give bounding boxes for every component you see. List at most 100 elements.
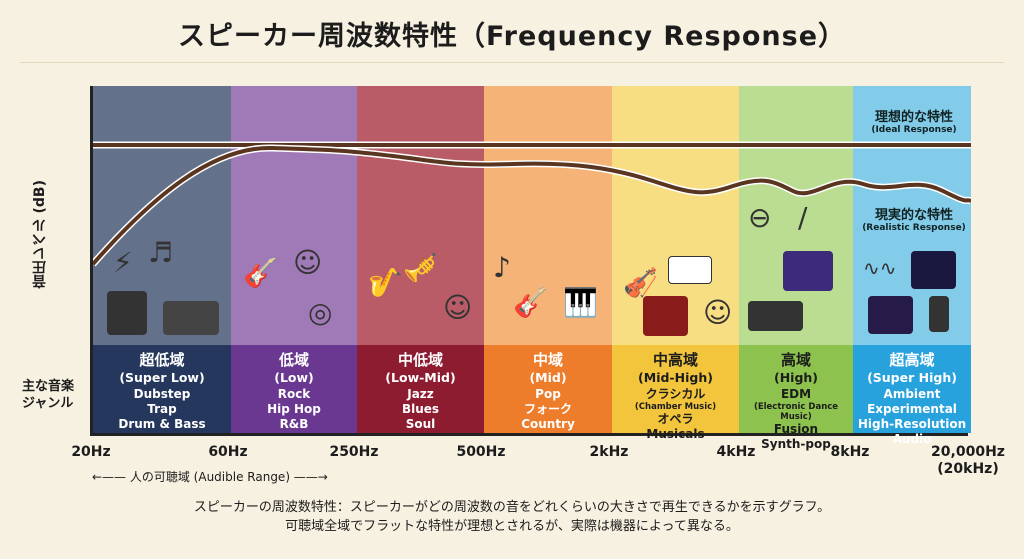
realistic-label-en: (Realistic Response)	[862, 223, 966, 233]
realistic-response-curve	[93, 145, 971, 266]
lightning-icon: ⚡	[113, 246, 133, 279]
opera-stage-icon	[643, 296, 688, 336]
genre: Drum & Bass	[118, 417, 206, 431]
subwoofer-icon	[107, 291, 147, 335]
band-name: 中域	[532, 351, 563, 369]
ideal-label: 理想的な特性 (Ideal Response)	[857, 106, 971, 135]
audible-range: ←—— 人の可聴域 (Audible Range) ——→	[92, 470, 328, 484]
singing-face-icon: ♪	[493, 251, 511, 284]
genre: Jazz	[407, 387, 434, 401]
band-upper	[484, 86, 612, 345]
genre: Hip Hop	[267, 402, 321, 416]
flute-icon: /	[798, 201, 808, 234]
singing-face-icon: ☺	[703, 296, 733, 329]
tick-label: 250Hz	[329, 444, 379, 460]
tick-label: 20,000Hz	[931, 444, 1005, 460]
genre: Blues	[401, 402, 440, 416]
genre-list: Pop フォーク Country	[484, 387, 612, 432]
dj-controller-icon	[163, 301, 219, 335]
band-name: 超低域	[139, 351, 185, 369]
ideal-label-en: (Ideal Response)	[871, 125, 957, 135]
galaxy-icon	[911, 251, 956, 289]
genre-label: 主な音楽 ジャンル	[22, 378, 74, 412]
genre: Trap	[147, 402, 177, 416]
tick-label: 500Hz	[456, 444, 506, 460]
cymbal-icon: ⊖	[748, 201, 772, 234]
electric-guitar-icon: 🎸	[243, 256, 278, 289]
genre-list: Jazz Blues Soul	[357, 387, 484, 432]
y-axis-label: 音圧レベル (dB)	[32, 180, 48, 289]
sound-wave-icon: ∿∿	[863, 256, 897, 280]
ideal-label-jp: 理想的な特性	[874, 110, 953, 125]
genre: Rock	[277, 387, 311, 401]
genre: Ambient	[883, 387, 941, 401]
genre-label-line: 主な音楽	[22, 379, 75, 394]
genre: Soul	[405, 417, 436, 431]
band-lower: 中低域 (Low-Mid) Jazz Blues Soul	[357, 345, 484, 433]
genre-label-line: ジャンル	[22, 396, 74, 411]
violin-icon: 🎻	[623, 266, 658, 299]
band-name: 中高域	[652, 351, 698, 369]
galaxy-icon	[868, 296, 913, 334]
band-name: 低域	[278, 351, 309, 369]
band-name: 中低域	[397, 351, 443, 369]
band-name-en: (Low-Mid)	[385, 370, 456, 385]
band-name-en: (Mid-High)	[638, 370, 713, 385]
tick-label-max: 20,000Hz (20kHz)	[931, 444, 1005, 478]
band-name: 高域	[780, 351, 811, 369]
divider	[20, 62, 1004, 63]
genre: EDM	[780, 387, 812, 401]
caption-line: 可聴域全域でフラットな特性が理想とされるが、実際は機器によって異なる。	[285, 519, 739, 534]
grand-piano-icon: 🎹	[563, 286, 598, 319]
trombone-icon: 🎺	[403, 251, 438, 284]
piano-keys-icon	[668, 256, 712, 284]
singer-icon: ☺	[293, 246, 323, 279]
band-lower: 中域 (Mid) Pop フォーク Country	[484, 345, 612, 433]
caption: スピーカーの周波数特性：スピーカーがどの周波数の音をどれくらいの大きさで再生でき…	[0, 498, 1024, 536]
band-lower: 中高域 (Mid-High) クラシカル (Chamber Music) オペラ Musi…	[612, 345, 739, 441]
band-name-en: (High)	[773, 370, 819, 385]
frequency-chart: 超低域 (Super Low) Dubstep Trap Drum & Bass 低域 (L…	[90, 86, 971, 451]
genre: Synth-pop	[761, 437, 831, 451]
band-name-en: (Low)	[274, 370, 314, 385]
caption-line: スピーカーの周波数特性：スピーカーがどの周波数の音をどれくらいの大きさで再生でき…	[193, 500, 831, 515]
acoustic-guitar-icon: 🎸	[513, 286, 548, 319]
realistic-label: 現実的な特性 (Realistic Response)	[857, 204, 971, 233]
band-lower: 超高域 (Super High) Ambient Experimental High-R…	[853, 345, 971, 446]
genre-list: Rock Hip Hop R&B	[231, 387, 357, 432]
genre: クラシカル	[645, 387, 706, 401]
response-curves	[93, 141, 971, 267]
genre-list: Ambient Experimental High-Resolution Audio	[853, 387, 971, 447]
tick-label: 2kHz	[589, 444, 629, 460]
tick-label: 20Hz	[71, 444, 111, 460]
genre: Fusion	[773, 422, 819, 436]
saxophone-icon: 🎷	[368, 266, 403, 299]
genre: Pop	[535, 387, 561, 401]
tick-label: (20kHz)	[937, 461, 999, 477]
genre: Experimental	[867, 402, 957, 416]
band-upper	[231, 86, 357, 345]
tick-label: 60Hz	[208, 444, 248, 460]
band-name: 超高域	[889, 351, 935, 369]
realistic-label-jp: 現実的な特性	[874, 208, 953, 223]
band-name-en: (Super Low)	[119, 370, 205, 385]
genre: Musicals	[646, 427, 705, 441]
band-upper	[357, 86, 484, 345]
genre-list: EDM (Electronic Dance Music) Fusion Synth-p…	[739, 387, 853, 452]
drum-icon: ◎	[308, 296, 333, 329]
band-3: 中域 (Mid) Pop フォーク Country	[484, 86, 612, 433]
genre: Country	[521, 417, 575, 431]
genre-list: クラシカル (Chamber Music) オペラ Musicals	[612, 387, 739, 442]
genre: (Chamber Music)	[634, 402, 717, 412]
band-lower: 超低域 (Super Low) Dubstep Trap Drum & Bass	[93, 345, 231, 433]
genre: フォーク	[523, 402, 572, 416]
genre: オペラ	[657, 412, 694, 426]
band-1: 低域 (Low) Rock Hip Hop R&B	[231, 86, 357, 433]
tick-label: 4kHz	[716, 444, 756, 460]
band-name-en: (Mid)	[529, 370, 567, 385]
audio-player-icon	[929, 296, 949, 332]
genre: (Electronic Dance Music)	[753, 402, 839, 422]
genre-list: Dubstep Trap Drum & Bass	[93, 387, 231, 432]
band-lower: 低域 (Low) Rock Hip Hop R&B	[231, 345, 357, 433]
synthesizer-icon	[748, 301, 803, 331]
